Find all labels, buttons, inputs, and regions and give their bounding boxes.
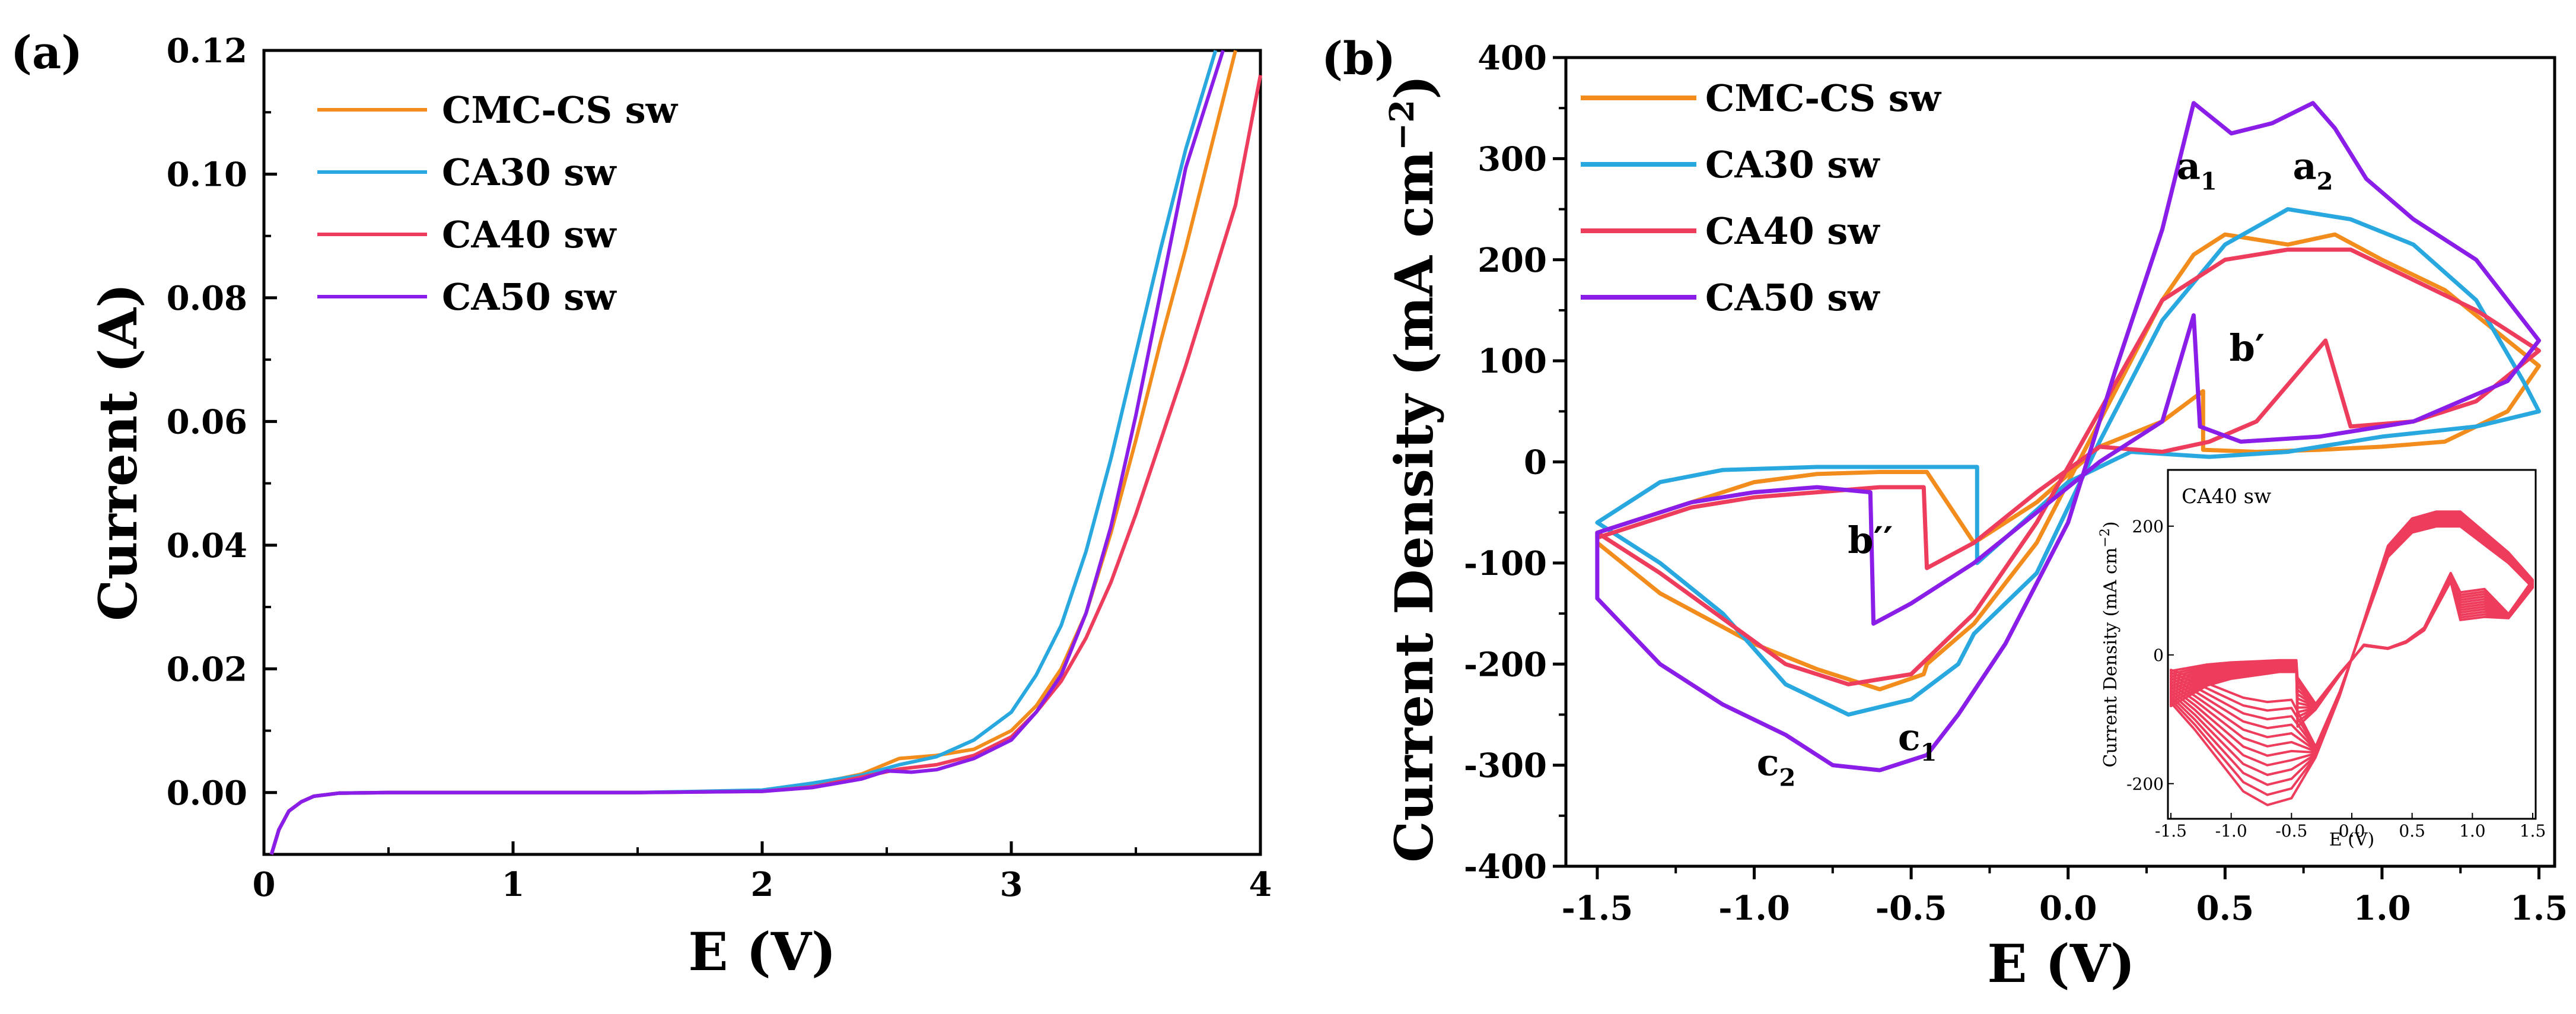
panel-b-ticks: -1.5 -1.0 -0.5 0.0 0.5 1.0 1.5 -400 -300 -200 -100… (1464, 39, 2568, 928)
panel-b-y-tick-label: -300 (1464, 746, 1547, 786)
inset-y-axis-label-sup: −2 (2098, 528, 2113, 547)
panel-b-y-tick-label: 100 (1478, 342, 1547, 381)
panel-a: (a) 0 1 2 3 4 0.00 0.02 0.04 0.06 0.08 0.10 0.12 CM… (11, 26, 1272, 983)
panel-b-annotation-subscript: 2 (1779, 764, 1796, 792)
panel-b-y-tick-label: 0 (1524, 443, 1547, 482)
panel-b-annotation: c1 (1898, 716, 1937, 767)
inset-y-axis-label: Current Density (mA cm−2) (2098, 521, 2121, 767)
panel-a-y-tick-label: 0.06 (167, 402, 247, 441)
panel-a-ticks: 0 1 2 3 4 0.00 0.02 0.04 0.06 0.08 0.10 0.12 (167, 31, 1272, 904)
panel-b-legend: CMC-CS sw CA30 sw CA40 sw CA50 sw (1581, 77, 1942, 319)
panel-b-annotation: b′ (2230, 326, 2265, 370)
panel-a-y-tick-label: 0.12 (167, 31, 247, 71)
inset-ticks: -1.5 -1.0 -0.5 0.0 0.5 1.0 1.5 -200 0 200 (2126, 517, 2546, 841)
panel-b-y-tick-label: 300 (1478, 139, 1547, 179)
panel-b-y-axis-label-sup: −2 (1383, 100, 1422, 151)
panel-b-series-loop-1 (1595, 207, 2541, 717)
panel-b-series-loop-0 (1595, 232, 2541, 692)
panel-a-series-line-2 (269, 75, 1262, 855)
panel-b-x-tick-label: -1.0 (1718, 889, 1790, 928)
panel-a-y-tick-label: 0.04 (167, 526, 247, 565)
panel-b-annotation-text: a (2292, 144, 2316, 187)
panel-b-annotation-text: c (1757, 741, 1779, 784)
panel-b-label: (b) (1322, 32, 1396, 85)
panel-a-label: (a) (11, 26, 82, 79)
panel-b-annotation-text: b′ (2230, 326, 2265, 370)
panel-b-annotation: c2 (1757, 741, 1796, 792)
panel-a-y-tick-label: 0.02 (167, 650, 247, 689)
inset-y-tick-label: -200 (2126, 774, 2164, 794)
panel-b-annotation: a2 (2292, 144, 2333, 195)
panel-a-x-tick-label: 1 (502, 865, 525, 904)
panel-b-x-tick-label: -1.5 (1562, 889, 1634, 928)
panel-a-legend-label: CA30 sw (442, 151, 617, 194)
panel-b-y-tick-label: 200 (1478, 241, 1547, 280)
panel-a-y-tick-label: 0.10 (167, 155, 247, 194)
panel-a-x-axis-label: E (V) (688, 921, 836, 983)
panel-b-annotation-subscript: 1 (2201, 167, 2217, 195)
panel-b-y-tick-label: -200 (1464, 645, 1547, 684)
panel-a-series-line-3 (269, 50, 1225, 855)
panel-b-x-tick-label: 1.0 (2353, 889, 2411, 928)
panel-b-legend-label: CA30 sw (1705, 143, 1880, 186)
panel-a-x-tick-label: 0 (253, 865, 276, 904)
inset-x-tick-label: 1.5 (2520, 821, 2546, 841)
panel-b-annotation-text: a (2177, 144, 2201, 187)
inset-x-tick-label: -0.5 (2275, 821, 2307, 841)
panel-b-annotation: b′′ (1848, 519, 1893, 562)
panel-b-series (1595, 101, 2541, 773)
inset-y-tick-label: 0 (2153, 646, 2164, 665)
panel-b: (b) -1.5 -1.0 -0.5 0.0 0.5 1.0 1.5 -400 -300 -200… (1322, 32, 2568, 994)
panel-b-x-tick-label: 0.5 (2196, 889, 2254, 928)
panel-b-y-axis-label-close: ) (1383, 75, 1445, 100)
panel-a-legend-label: CA40 sw (442, 213, 617, 256)
panel-b-legend-label: CA40 sw (1705, 209, 1880, 253)
panel-b-legend-label: CA50 sw (1705, 276, 1880, 319)
panel-a-series (269, 50, 1262, 855)
panel-b-annotation: a1 (2177, 144, 2217, 195)
panel-a-x-tick-label: 4 (1249, 865, 1272, 904)
panel-a-x-tick-label: 3 (1000, 865, 1023, 904)
panel-b-annotation-text: c (1898, 716, 1921, 759)
panel-a-x-tick-label: 2 (751, 865, 774, 904)
panel-b-series-loop-3 (1595, 101, 2541, 773)
panel-b-x-tick-label: -0.5 (1876, 889, 1947, 928)
panel-a-y-axis-label: Current (A) (87, 283, 149, 621)
panel-b-y-tick-label: -400 (1464, 847, 1547, 886)
inset-x-tick-label: 0.5 (2399, 821, 2425, 841)
panel-a-y-tick-label: 0.08 (167, 279, 247, 318)
inset-x-tick-label: -1.5 (2155, 821, 2187, 841)
panel-b-inset: CA40 sw -1.5 -1.0 -0.5 0.0 0.5 1.0 1.5 -200 0 200… (2098, 469, 2546, 850)
panel-a-legend-label: CMC-CS sw (442, 88, 679, 132)
panel-a-legend-label: CA50 sw (442, 275, 617, 319)
inset-x-tick-label: -1.0 (2215, 821, 2247, 841)
inset-cycle-loop (2170, 510, 2534, 806)
inset-x-tick-label: 1.0 (2459, 821, 2486, 841)
panel-b-y-tick-label: -100 (1464, 544, 1547, 583)
inset-title: CA40 sw (2182, 485, 2271, 508)
panel-b-legend-label: CMC-CS sw (1705, 77, 1942, 120)
inset-x-axis-label: E (V) (2329, 829, 2375, 850)
panel-b-y-axis-label-main: Current Density (mA cm (1383, 151, 1445, 863)
panel-b-x-axis-label: E (V) (1987, 933, 2135, 994)
panel-a-y-tick-label: 0.00 (167, 774, 247, 813)
panel-b-annotation-subscript: 2 (2317, 167, 2333, 195)
panel-a-legend: CMC-CS sw CA30 sw CA40 sw CA50 sw (317, 88, 679, 319)
inset-series (2170, 510, 2534, 806)
inset-y-axis-label-main: Current Density (mA cm (2100, 548, 2121, 768)
panel-b-y-axis-label: Current Density (mA cm−2) (1383, 75, 1445, 863)
panel-b-annotation-text: b′′ (1848, 519, 1893, 562)
panel-b-x-tick-label: 0.0 (2039, 889, 2097, 928)
panel-b-annotation-subscript: 1 (1921, 739, 1937, 767)
panel-b-series-loop-2 (1595, 247, 2541, 686)
panel-b-y-tick-label: 400 (1478, 39, 1547, 78)
panel-b-x-tick-label: 1.5 (2510, 889, 2568, 928)
inset-y-axis-label-close: ) (2100, 521, 2121, 528)
inset-y-tick-label: 200 (2132, 517, 2164, 536)
inset-x-tick-label: 0.0 (2339, 821, 2365, 841)
